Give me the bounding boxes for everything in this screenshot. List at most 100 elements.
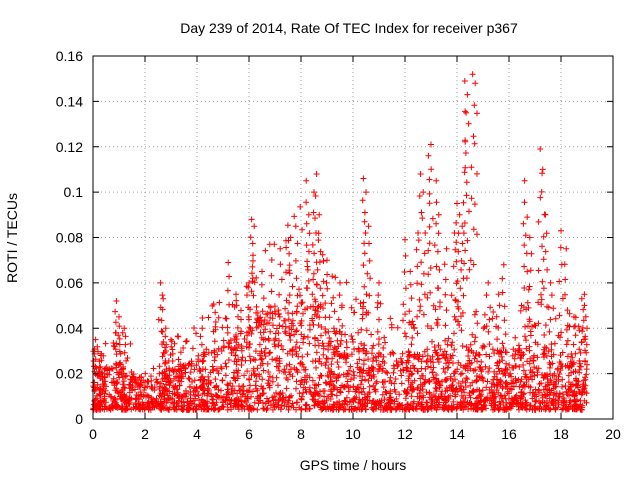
data-point: [360, 175, 367, 182]
x-tick-label: 10: [345, 426, 361, 442]
data-point-cluster: [246, 234, 256, 331]
data-point: [459, 223, 466, 230]
data-point-cluster: [415, 193, 426, 310]
x-axis-label: GPS time / hours: [300, 457, 407, 473]
data-point: [581, 291, 588, 298]
data-point: [292, 223, 299, 230]
x-tick-label: 2: [141, 426, 149, 442]
data-point-cluster: [418, 209, 429, 318]
data-point-cluster: [119, 333, 130, 381]
data-point-cluster: [361, 209, 371, 318]
data-point-cluster: [335, 292, 345, 360]
data-point-cluster: [405, 281, 416, 355]
data-point-cluster: [535, 170, 546, 298]
data-point: [363, 189, 369, 196]
data-point: [277, 245, 284, 252]
data-point: [469, 71, 476, 78]
data-point: [542, 211, 549, 218]
data-point: [420, 189, 427, 196]
data-point-cluster: [90, 343, 101, 386]
data-point-cluster: [359, 197, 368, 312]
data-point: [246, 279, 252, 286]
y-tick-label: 0.08: [56, 230, 83, 246]
data-point: [92, 336, 99, 343]
data-point: [464, 91, 471, 98]
data-point-cluster: [112, 308, 120, 368]
y-tick-label: 0.1: [64, 184, 84, 200]
data-point: [407, 268, 414, 275]
data-point: [266, 241, 273, 248]
data-point: [324, 257, 330, 264]
data-point-cluster: [582, 333, 590, 381]
y-tick-label: 0.06: [56, 275, 83, 291]
data-point: [454, 200, 460, 207]
data-point-cluster: [244, 292, 253, 360]
roti-noise-band: [90, 203, 590, 413]
data-point: [500, 261, 507, 268]
data-point: [259, 268, 265, 275]
data-point: [571, 313, 577, 320]
data-point: [526, 234, 533, 241]
data-point: [376, 279, 382, 286]
data-point-cluster: [155, 292, 166, 360]
data-point-cluster: [454, 230, 465, 329]
data-point: [578, 295, 585, 302]
data-point-cluster: [424, 176, 433, 301]
data-point: [463, 109, 470, 116]
data-point-cluster: [524, 250, 535, 339]
data-point: [537, 146, 544, 152]
data-point-cluster: [461, 137, 470, 282]
data-point: [435, 211, 442, 218]
data-point-cluster: [483, 292, 494, 360]
data-point-cluster: [577, 306, 587, 367]
data-point: [121, 325, 128, 332]
data-point-cluster: [426, 166, 436, 296]
data-point-cluster: [210, 319, 219, 373]
data-point-cluster: [265, 257, 275, 342]
data-point: [157, 279, 164, 286]
data-point: [428, 141, 434, 148]
data-point: [303, 177, 310, 184]
data-point-cluster: [115, 323, 124, 375]
data-point: [563, 245, 570, 252]
data-point-cluster: [556, 244, 566, 336]
data-point-cluster: [520, 199, 530, 313]
data-point-cluster: [462, 120, 473, 273]
data-point-cluster: [223, 273, 233, 350]
data-point: [461, 78, 468, 84]
data-point-cluster: [561, 261, 571, 344]
y-tick-label: 0: [75, 411, 83, 427]
data-point-cluster: [413, 246, 423, 337]
x-tick-label: 12: [397, 426, 413, 442]
data-point: [584, 325, 590, 332]
data-point: [417, 171, 424, 177]
data-point: [456, 211, 463, 218]
data-point-cluster: [166, 343, 176, 386]
gridlines: [93, 56, 613, 419]
tick-labels: 0 2 4 6 8 10 12 14 16 18 20 0 0.02 0.04 0.06 0.08 0.1 0.1…: [56, 48, 621, 442]
data-point-cluster: [161, 333, 171, 381]
data-point-cluster: [304, 230, 314, 329]
data-point: [443, 245, 450, 252]
data-point-cluster: [470, 110, 480, 268]
y-tick-label: 0.04: [56, 320, 83, 336]
x-tick-label: 16: [501, 426, 517, 442]
data-point-cluster: [441, 261, 450, 344]
x-tick-label: 18: [553, 426, 569, 442]
data-point: [472, 80, 479, 87]
data-point-cluster: [493, 302, 503, 365]
data-point: [402, 236, 408, 243]
data-point-cluster: [292, 240, 301, 334]
data-point: [495, 291, 502, 298]
data-point: [160, 295, 167, 302]
y-tick-label: 0.02: [56, 366, 83, 382]
x-tick-label: 6: [245, 426, 253, 442]
data-point: [116, 313, 122, 320]
x-tick-label: 20: [605, 426, 621, 442]
data-point-cluster: [400, 252, 410, 340]
data-point: [225, 259, 232, 266]
data-point: [97, 352, 104, 359]
data-point: [311, 189, 317, 196]
data-point: [337, 279, 343, 286]
